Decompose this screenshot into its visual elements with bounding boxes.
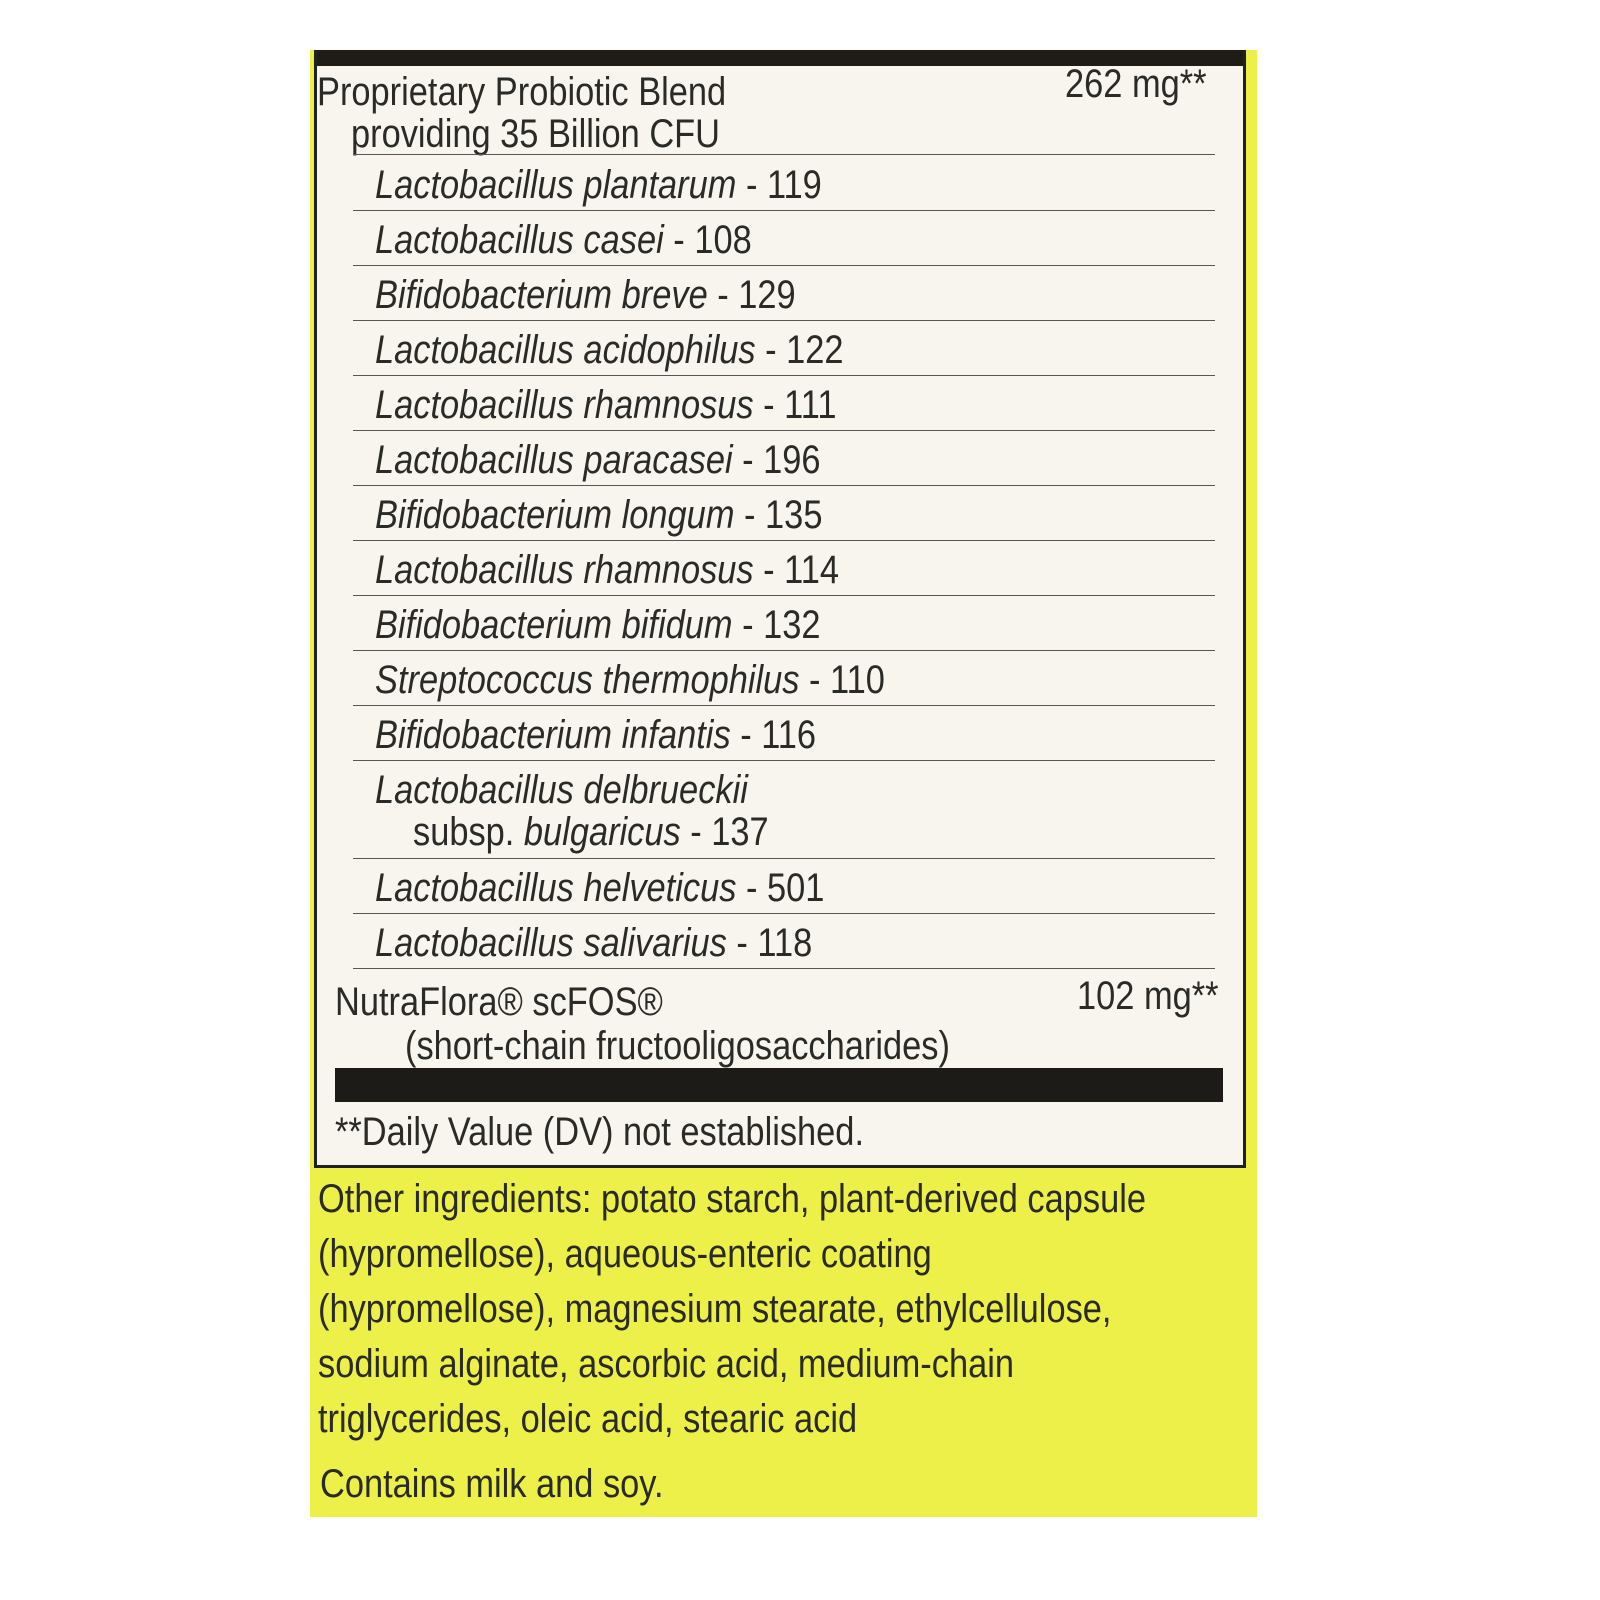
strain-code: - 122 — [755, 328, 844, 372]
strain-row: Bifidobacterium breve - 129 — [353, 265, 1215, 321]
strain-row: Lactobacillus paracasei - 196 — [353, 430, 1215, 486]
strain-name: Lactobacillus delbrueckii — [375, 768, 748, 812]
fos-description: (short-chain fructooligosaccharides) — [405, 1024, 950, 1068]
strain-row: Lactobacillus casei - 108 — [353, 210, 1215, 266]
strain-row: Lactobacillus delbrueckii subsp. bulgaric… — [353, 760, 1215, 859]
strain-code: - 135 — [734, 493, 823, 537]
allergen-statement: Contains milk and soy. — [320, 1462, 664, 1506]
strain-name: Lactobacillus helveticus — [375, 866, 737, 910]
strain-row: Lactobacillus rhamnosus - 111 — [353, 375, 1215, 431]
strain-row: Lactobacillus rhamnosus - 114 — [353, 540, 1215, 596]
strain-name: Lactobacillus salivarius — [375, 921, 727, 965]
strain-name: Lactobacillus plantarum — [375, 163, 737, 207]
fos-amount: 102 mg** — [1077, 974, 1219, 1018]
strain-code: - 116 — [730, 713, 817, 757]
bottom-divider-bar — [335, 1068, 1223, 1102]
supplement-facts-box: Proprietary Probiotic Blend providing 35… — [314, 50, 1246, 1168]
strain-name: Lactobacillus casei — [375, 218, 664, 262]
strain-code: - 119 — [736, 163, 822, 207]
strain-code: - 111 — [753, 383, 837, 427]
daily-value-footnote: **Daily Value (DV) not established. — [335, 1110, 865, 1154]
strain-name: Lactobacillus rhamnosus — [375, 548, 754, 592]
strain-row: Bifidobacterium bifidum - 132 — [353, 595, 1215, 651]
blend-divider — [353, 100, 1215, 155]
strain-row: Bifidobacterium longum - 135 — [353, 485, 1215, 541]
strain-name: Bifidobacterium infantis — [375, 713, 731, 757]
strain-code: - 114 — [753, 548, 840, 592]
blend-name: Proprietary Probiotic Blend — [317, 70, 727, 114]
other-ingredients: Other ingredients: potato starch, plant-… — [318, 1177, 1146, 1441]
strain-code: - 132 — [732, 603, 821, 647]
strain-code: - 196 — [732, 438, 821, 482]
strain-row: Lactobacillus salivarius - 118 — [353, 913, 1215, 969]
strain-name: Streptococcus thermophilus — [375, 658, 800, 702]
strain-row: Lactobacillus helveticus - 501 — [353, 858, 1215, 914]
blend-amount: 262 mg** — [1065, 62, 1207, 106]
strain-code: - 118 — [726, 921, 813, 965]
strain-name: Lactobacillus acidophilus — [375, 328, 756, 372]
strain-row: Lactobacillus acidophilus - 122 — [353, 320, 1215, 376]
strain-code: - 129 — [707, 273, 796, 317]
subspecies-prefix: subsp. — [413, 810, 524, 854]
fos-name: NutraFlora® scFOS® — [335, 980, 663, 1024]
blend-cfu: providing 35 Billion CFU — [351, 112, 721, 156]
strain-name: Lactobacillus rhamnosus — [375, 383, 754, 427]
strain-name: Lactobacillus paracasei — [375, 438, 733, 482]
strain-row: Bifidobacterium infantis - 116 — [353, 705, 1215, 761]
strain-name: Bifidobacterium bifidum — [375, 603, 733, 647]
strain-code: - 108 — [663, 218, 752, 262]
strain-name: Bifidobacterium breve — [375, 273, 708, 317]
strain-row: Lactobacillus plantarum - 119 — [353, 155, 1215, 211]
strain-code: - 137 — [680, 810, 769, 854]
top-divider-bar — [317, 50, 1243, 66]
strain-code: - 110 — [799, 658, 885, 702]
strain-name: Bifidobacterium longum — [375, 493, 735, 537]
strain-row: Streptococcus thermophilus - 110 — [353, 650, 1215, 706]
strain-code: - 501 — [736, 866, 825, 910]
subspecies-name: bulgaricus — [523, 810, 681, 854]
